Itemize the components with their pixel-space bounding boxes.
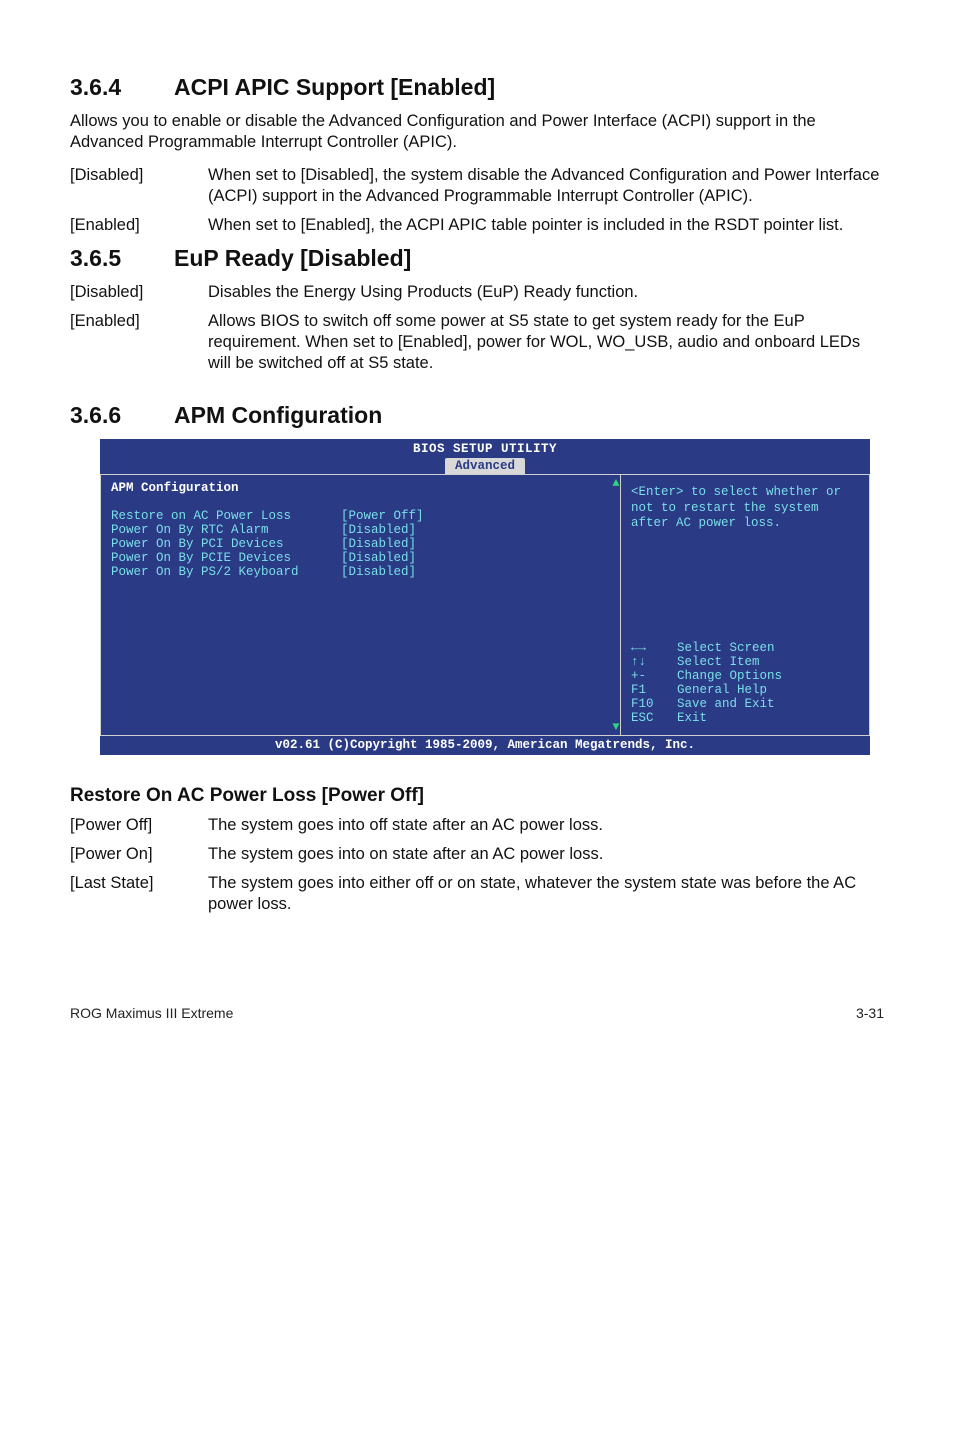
legend-val: General Help	[677, 683, 767, 697]
option-row: [Power Off] The system goes into off sta…	[70, 815, 884, 836]
option-key: [Power Off]	[70, 815, 208, 836]
bios-help-text: <Enter> to select whether or not to rest…	[631, 485, 859, 532]
chevron-up-icon: ▲	[612, 477, 619, 489]
section-title: APM Configuration	[174, 402, 382, 428]
bios-footer: v02.61 (C)Copyright 1985-2009, American …	[100, 736, 870, 755]
option-row: [Enabled] When set to [Enabled], the ACP…	[70, 215, 884, 236]
option-row: [Disabled] When set to [Disabled], the s…	[70, 165, 884, 207]
legend-key: ←→	[631, 641, 677, 655]
legend-val: Save and Exit	[677, 697, 775, 711]
bios-item-value: [Disabled]	[341, 551, 416, 565]
bios-screenshot: BIOS SETUP UTILITY Advanced APM Configur…	[100, 439, 870, 755]
section-number: 3.6.6	[70, 402, 174, 429]
legend-key: ↑↓	[631, 655, 677, 669]
option-row: [Disabled] Disables the Energy Using Pro…	[70, 282, 884, 303]
legend-val: Exit	[677, 711, 707, 725]
bios-item-label: Power On By RTC Alarm	[111, 523, 341, 537]
legend-val: Select Item	[677, 655, 760, 669]
option-key: [Last State]	[70, 873, 208, 915]
option-key: [Disabled]	[70, 165, 208, 207]
option-row: [Last State] The system goes into either…	[70, 873, 884, 915]
section-number: 3.6.5	[70, 245, 174, 272]
bios-scroll-indicator: ▲ ▼	[610, 477, 622, 733]
legend-key: +-	[631, 669, 677, 683]
option-val: When set to [Disabled], the system disab…	[208, 165, 884, 207]
bios-body: APM Configuration Restore on AC Power Lo…	[100, 474, 870, 736]
option-key: [Power On]	[70, 844, 208, 865]
option-val: Allows BIOS to switch off some power at …	[208, 311, 884, 374]
footer-left: ROG Maximus III Extreme	[70, 1005, 233, 1021]
bios-item-label: Power On By PS/2 Keyboard	[111, 565, 341, 579]
section-heading-365: 3.6.5EuP Ready [Disabled]	[70, 245, 884, 272]
bios-side-pane: <Enter> to select whether or not to rest…	[621, 475, 869, 735]
option-row: [Enabled] Allows BIOS to switch off some…	[70, 311, 884, 374]
option-key: [Enabled]	[70, 311, 208, 374]
section-title: ACPI APIC Support [Enabled]	[174, 74, 495, 100]
bios-title: BIOS SETUP UTILITY	[100, 439, 870, 458]
bios-item-value: [Disabled]	[341, 523, 416, 537]
option-val: Disables the Energy Using Products (EuP)…	[208, 282, 884, 303]
bios-item-label: Power On By PCI Devices	[111, 537, 341, 551]
legend-key: ESC	[631, 711, 677, 725]
legend-row: ESCExit	[631, 711, 859, 725]
bios-item-row[interactable]: Power On By PCIE Devices [Disabled]	[111, 551, 610, 565]
restore-heading: Restore On AC Power Loss [Power Off]	[70, 785, 884, 807]
section-number: 3.6.4	[70, 74, 174, 101]
bios-tab-bar: Advanced	[100, 458, 870, 474]
bios-item-value: [Disabled]	[341, 537, 416, 551]
option-val: The system goes into off state after an …	[208, 815, 884, 836]
option-key: [Disabled]	[70, 282, 208, 303]
legend-row: F10Save and Exit	[631, 697, 859, 711]
section-364-para: Allows you to enable or disable the Adva…	[70, 111, 884, 153]
bios-item-row[interactable]: Power On By PS/2 Keyboard [Disabled]	[111, 565, 610, 579]
option-val: The system goes into on state after an A…	[208, 844, 884, 865]
legend-row: F1General Help	[631, 683, 859, 697]
option-val: The system goes into either off or on st…	[208, 873, 884, 915]
bios-legend: ←→Select Screen ↑↓Select Item +-Change O…	[631, 641, 859, 725]
chevron-down-icon: ▼	[612, 721, 619, 733]
legend-key: F10	[631, 697, 677, 711]
bios-pane-heading: APM Configuration	[111, 481, 610, 495]
section-heading-366: 3.6.6APM Configuration	[70, 402, 884, 429]
legend-val: Select Screen	[677, 641, 775, 655]
bios-item-label: Power On By PCIE Devices	[111, 551, 341, 565]
legend-row: ↑↓Select Item	[631, 655, 859, 669]
option-row: [Power On] The system goes into on state…	[70, 844, 884, 865]
legend-row: ←→Select Screen	[631, 641, 859, 655]
option-key: [Enabled]	[70, 215, 208, 236]
legend-val: Change Options	[677, 669, 782, 683]
legend-key: F1	[631, 683, 677, 697]
bios-item-row[interactable]: Restore on AC Power Loss [Power Off]	[111, 509, 610, 523]
bios-item-value: [Power Off]	[341, 509, 424, 523]
bios-main-pane: APM Configuration Restore on AC Power Lo…	[101, 475, 621, 735]
bios-item-label: Restore on AC Power Loss	[111, 509, 341, 523]
legend-row: +-Change Options	[631, 669, 859, 683]
option-val: When set to [Enabled], the ACPI APIC tab…	[208, 215, 884, 236]
bios-item-value: [Disabled]	[341, 565, 416, 579]
section-heading-364: 3.6.4ACPI APIC Support [Enabled]	[70, 74, 884, 101]
section-title: EuP Ready [Disabled]	[174, 245, 411, 271]
footer-right: 3-31	[856, 1005, 884, 1021]
page-footer: ROG Maximus III Extreme 3-31	[70, 1005, 884, 1021]
bios-tab-advanced[interactable]: Advanced	[445, 458, 525, 474]
bios-item-row[interactable]: Power On By PCI Devices [Disabled]	[111, 537, 610, 551]
bios-item-row[interactable]: Power On By RTC Alarm [Disabled]	[111, 523, 610, 537]
